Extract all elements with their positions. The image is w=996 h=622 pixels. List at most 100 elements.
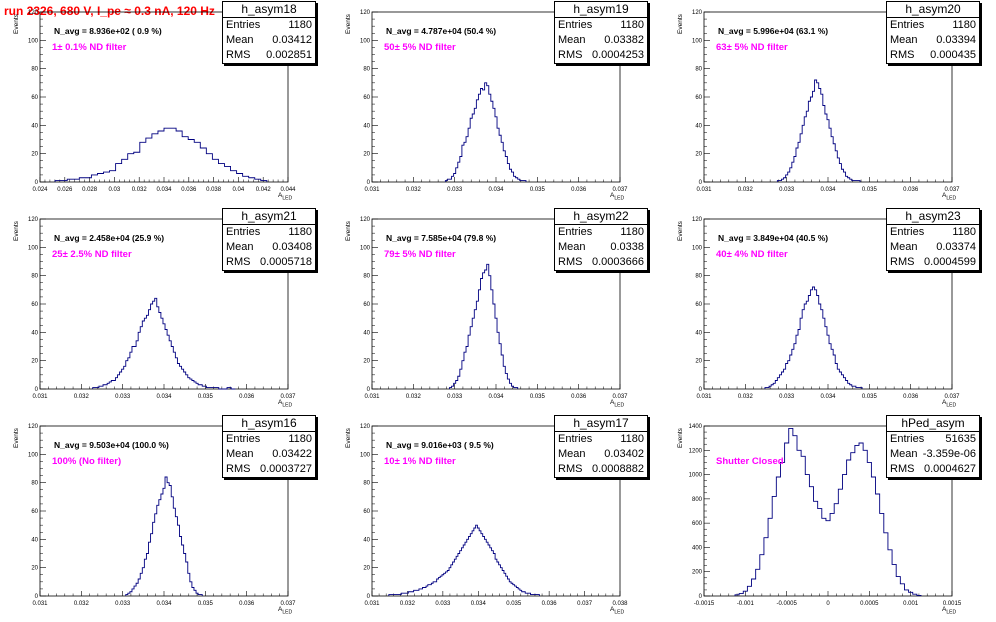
y-tick-label: 1000 [689, 473, 703, 479]
x-tick-label: 0.032 [74, 394, 90, 400]
x-tick-label: 0.035 [530, 394, 546, 400]
y-tick-label: 60 [31, 509, 38, 515]
stats-box: h_asym18 Entries 1180 Mean 0.03412 RMS 0.00285… [222, 1, 316, 64]
x-tick-label: 0.031 [32, 601, 48, 607]
y-tick-label: 80 [363, 274, 370, 280]
x-tick-label: 0.035 [506, 601, 522, 607]
y-axis-label: Events [345, 221, 352, 241]
n-avg-label: N_avg = 5.996e+04 (63.1 %) [718, 26, 829, 36]
stats-box: h_asym23 Entries 1180 Mean 0.03374 RMS 0.00045… [886, 208, 980, 271]
stats-row: RMS 0.0004253 [558, 49, 644, 61]
histogram-pad-h_asym19: 0.031 0.032 0.033 0.034 0.035 0.036 0.037 0 20 40… [332, 0, 664, 207]
y-tick-label: 100 [360, 245, 371, 251]
y-tick-label: 40 [695, 123, 702, 129]
x-tick-label: 0.034 [156, 394, 172, 400]
x-tick-label: 0.032 [400, 601, 416, 607]
y-tick-label: 20 [31, 152, 38, 158]
y-tick-label: 20 [31, 566, 38, 572]
y-tick-label: 40 [363, 330, 370, 336]
stats-row: RMS 0.0005718 [226, 256, 312, 268]
histogram-pad-h_asym23: 0.031 0.032 0.033 0.034 0.035 0.036 0.037 0 20 40… [664, 207, 996, 414]
stats-box: hPed_asym Entries 51635 Mean -3.359e-06 RMS 0.… [886, 415, 980, 478]
histogram-svg: 0.031 0.032 0.033 0.034 0.035 0.036 0.037 0 20 40… [692, 217, 960, 400]
x-tick-label: 0.0005 [860, 601, 879, 607]
stats-row: Entries 51635 [890, 433, 976, 445]
x-tick-label: 0.033 [447, 187, 463, 193]
x-axis-label: ALED [942, 606, 957, 616]
y-tick-label: 0 [35, 594, 39, 600]
y-tick-label: 20 [31, 359, 38, 365]
x-tick-label: 0.031 [364, 394, 380, 400]
histogram-svg: 0.024 0.026 0.028 0.03 0.032 0.034 0.036 0.038 0… [28, 10, 296, 193]
y-tick-label: 80 [31, 274, 38, 280]
filter-label: 1± 0.1% ND filter [52, 42, 127, 53]
y-axis-label: Events [13, 221, 20, 241]
x-tick-label: 0.032 [406, 187, 422, 193]
stats-row: RMS 0.000435 [890, 49, 976, 61]
stats-row: Entries 1180 [558, 19, 644, 31]
stats-row: Mean -3.359e-06 [890, 448, 976, 460]
stats-box: h_asym22 Entries 1180 Mean 0.0338 RMS 0.000366… [554, 208, 648, 271]
y-tick-label: 120 [692, 217, 703, 223]
y-tick-label: 20 [363, 359, 370, 365]
x-tick-label: 0.026 [57, 187, 73, 193]
y-tick-label: 120 [360, 10, 371, 16]
x-tick-label: 0.032 [132, 187, 148, 193]
x-tick-label: 0.034 [820, 394, 836, 400]
y-tick-label: 120 [360, 217, 371, 223]
stats-row: Mean 0.03422 [226, 448, 312, 460]
histogram-line [734, 427, 922, 596]
y-tick-label: 20 [695, 152, 702, 158]
x-tick-label: 0.036 [903, 394, 919, 400]
histogram-svg: -0.0015 -0.001 -0.0005 0 0.0005 0.001 0.0015 0 2… [689, 424, 962, 607]
stats-row: RMS 0.002851 [226, 49, 312, 61]
y-tick-label: 60 [31, 95, 38, 101]
y-tick-label: 80 [363, 67, 370, 73]
stats-row: Mean 0.0338 [558, 241, 644, 253]
x-tick-label: 0.032 [406, 394, 422, 400]
x-tick-label: 0.035 [530, 187, 546, 193]
y-tick-label: 80 [31, 67, 38, 73]
histogram-name: h_asym16 [223, 416, 315, 432]
n-avg-label: N_avg = 3.849e+04 (40.5 %) [718, 233, 829, 243]
x-tick-label: 0.034 [820, 187, 836, 193]
histogram-svg: 0.031 0.032 0.033 0.034 0.035 0.036 0.037 0 20 40… [692, 10, 960, 193]
n-avg-label: N_avg = 9.503e+04 (100.0 %) [54, 440, 169, 450]
histogram-pad-h_asym22: 0.031 0.032 0.033 0.034 0.035 0.036 0.037 0 20 40… [332, 207, 664, 414]
x-tick-label: 0.037 [612, 394, 628, 400]
stats-row: Mean 0.03402 [558, 448, 644, 460]
histogram-line [444, 82, 527, 182]
y-tick-label: 80 [695, 67, 702, 73]
y-tick-label: 600 [692, 521, 703, 527]
y-axis-label: Events [677, 14, 684, 34]
x-tick-label: 0.037 [944, 394, 960, 400]
y-tick-label: 0 [367, 387, 371, 393]
x-tick-label: 0.032 [738, 394, 754, 400]
y-tick-label: 60 [695, 302, 702, 308]
stats-row: RMS 0.0004599 [890, 256, 976, 268]
stats-row: Entries 1180 [890, 226, 976, 238]
filter-label: 63± 5% ND filter [716, 42, 788, 53]
x-tick-label: 0.034 [471, 601, 487, 607]
y-tick-label: 120 [28, 217, 39, 223]
x-tick-label: 0.033 [435, 601, 451, 607]
x-axis-label: ALED [278, 399, 293, 409]
histogram-name: h_asym21 [223, 209, 315, 225]
stats-row: Mean 0.03394 [890, 34, 976, 46]
histogram-pad-h_asym18: 0.024 0.026 0.028 0.03 0.032 0.034 0.036 0.038 0… [0, 0, 332, 207]
y-tick-label: 0 [35, 387, 39, 393]
y-tick-label: 60 [31, 302, 38, 308]
filter-label: 50± 5% ND filter [384, 42, 456, 53]
x-tick-label: 0.036 [239, 601, 255, 607]
y-tick-label: 80 [31, 481, 38, 487]
n-avg-label: N_avg = 4.787e+04 (50.4 %) [386, 26, 497, 36]
x-tick-label: 0.037 [280, 394, 296, 400]
y-tick-label: 40 [31, 123, 38, 129]
y-tick-label: 0 [367, 180, 371, 186]
histogram-name: h_asym22 [555, 209, 647, 225]
histogram-pad-h_asym16: 0.031 0.032 0.033 0.034 0.035 0.036 0.037 0 20 40… [0, 414, 332, 621]
x-tick-label: 0.031 [364, 601, 380, 607]
x-tick-label: 0.031 [696, 187, 712, 193]
stats-row: RMS 0.0003666 [558, 256, 644, 268]
y-tick-label: 1400 [689, 424, 703, 430]
